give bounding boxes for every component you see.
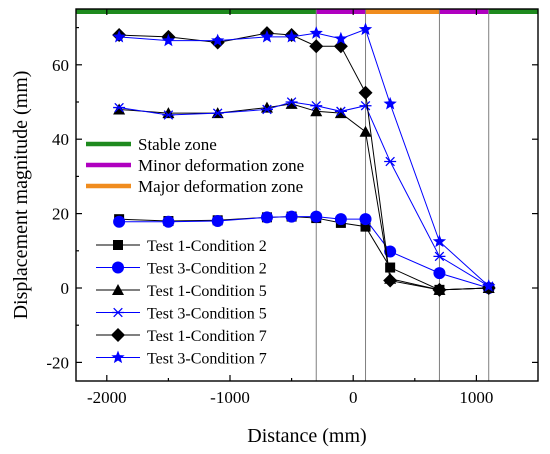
data-point	[260, 29, 274, 43]
y-tick-label: 60	[52, 56, 69, 75]
zone-bar-stable-zone	[76, 9, 317, 14]
legend-marker	[112, 284, 124, 295]
legend-label: Test 3-Condition 2	[147, 261, 267, 278]
legend-marker	[112, 261, 124, 274]
data-point	[161, 33, 176, 47]
data-point	[284, 29, 299, 43]
data-point	[112, 29, 126, 43]
data-point	[360, 221, 371, 232]
data-point	[358, 22, 373, 36]
data-point	[359, 125, 372, 137]
data-point	[359, 213, 372, 226]
data-point	[383, 273, 398, 288]
legend-label: Test 1-Condition 5	[147, 283, 267, 300]
data-point	[285, 210, 298, 223]
y-tick-label: -20	[46, 353, 69, 372]
data-point	[310, 105, 323, 117]
y-tick-label: 40	[52, 130, 69, 149]
zone-boundary-lines	[315, 9, 490, 381]
zone-legend-label: Stable zone	[138, 135, 217, 154]
data-point	[309, 26, 323, 39]
data-point	[211, 33, 225, 47]
series-layer	[112, 22, 496, 297]
data-point	[358, 85, 373, 100]
y-axis: -20 0 20 40 60	[46, 27, 538, 372]
x-tick-label: -2000	[87, 388, 127, 407]
zone-bar-major-deformation-zone	[365, 9, 440, 14]
data-point	[383, 96, 397, 110]
y-tick-label: 0	[61, 279, 70, 298]
x-axis: -2000 -1000 0 1000	[87, 9, 493, 407]
x-tick-label: -1000	[210, 388, 250, 407]
data-point	[433, 251, 446, 262]
x-axis-title: Distance (mm)	[247, 425, 366, 447]
zone-bar-minor-deformation-zone	[439, 9, 489, 14]
zone-legend-label: Major deformation zone	[138, 177, 303, 196]
data-point	[334, 31, 348, 45]
data-point	[359, 100, 372, 111]
data-point	[334, 106, 347, 117]
y-axis-title: Displacement magnitude (mm)	[10, 71, 32, 320]
data-point	[432, 234, 447, 248]
y-tick-label: 20	[52, 205, 69, 224]
data-point	[334, 107, 347, 119]
zone-legend-label: Minor deformation zone	[138, 156, 304, 175]
legend-marker	[113, 240, 123, 250]
data-point	[211, 108, 224, 118]
zone-legend: Stable zone Minor deformation zone Major d…	[86, 135, 304, 196]
plot-frame	[75, 8, 539, 382]
data-point	[113, 215, 126, 228]
data-point	[285, 97, 298, 107]
data-point	[162, 215, 175, 228]
data-point	[309, 39, 324, 54]
data-point	[285, 97, 298, 109]
data-point	[334, 213, 347, 226]
data-point	[260, 104, 273, 115]
legend-label: Test 1-Condition 2	[147, 238, 267, 255]
data-point	[385, 262, 396, 273]
data-point	[482, 279, 496, 292]
legend-marker	[112, 307, 124, 318]
data-point	[211, 215, 224, 228]
legend-label: Test 3-Condition 5	[147, 306, 267, 323]
legend-label: Test 3-Condition 7	[147, 351, 267, 368]
data-point	[260, 211, 273, 224]
data-point	[310, 210, 323, 223]
zone-bar-group	[76, 9, 538, 14]
data-point	[162, 110, 175, 120]
data-point	[384, 156, 397, 167]
series-test-3-condition-5	[113, 97, 495, 291]
x-tick-label: 1000	[459, 388, 493, 407]
data-point	[113, 103, 126, 115]
legend-marker	[111, 350, 125, 364]
data-point	[432, 282, 447, 297]
legend-marker	[111, 328, 125, 342]
series-legend: Test 1-Condition 2 Test 3-Condition 2 Test…	[96, 238, 267, 368]
legend-label: Test 1-Condition 7	[147, 328, 267, 345]
x-tick-label: 0	[349, 388, 358, 407]
zone-bar-stable-zone	[488, 9, 538, 14]
series-test-3-condition-2	[113, 210, 495, 294]
data-point	[310, 100, 323, 111]
series-test-3-condition-7	[112, 22, 496, 292]
data-point	[113, 102, 126, 113]
zone-bar-minor-deformation-zone	[316, 9, 366, 14]
data-point	[433, 267, 446, 280]
